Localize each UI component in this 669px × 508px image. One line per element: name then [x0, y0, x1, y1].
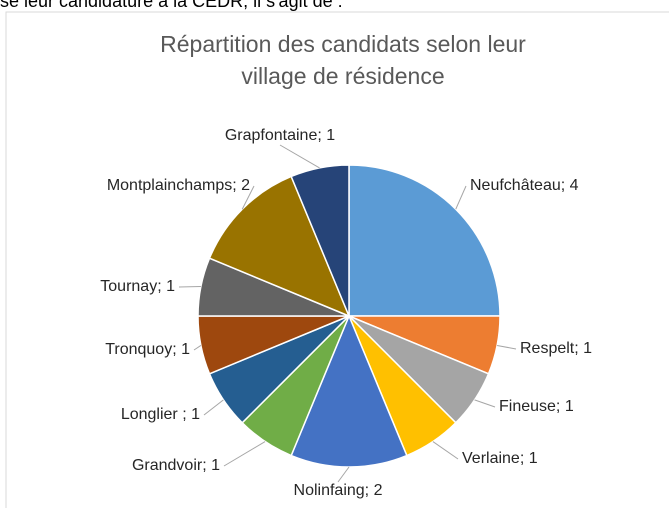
leader-line	[203, 399, 224, 416]
pie-slice	[290, 164, 350, 317]
intro-text: se leur candidature à la CEDR, il s'agit…	[0, 0, 343, 11]
data-label: Grandvoir; 1	[132, 457, 220, 474]
data-label: Montplainchamps; 2	[107, 177, 250, 194]
data-label: Fineuse; 1	[499, 398, 574, 415]
data-label: Verlaine; 1	[462, 450, 538, 467]
leader-line	[241, 185, 255, 210]
leader-line	[497, 344, 517, 350]
data-label: Neufchâteau; 4	[470, 177, 579, 194]
data-label: Nolinfaing; 2	[294, 482, 383, 499]
leader-line	[223, 441, 266, 467]
data-label: Tournay; 1	[100, 278, 175, 295]
data-label: Respelt; 1	[520, 340, 592, 357]
leader-line	[337, 466, 350, 483]
chart-title: Répartition des candidats selon leur	[160, 31, 526, 57]
leader-line	[432, 441, 459, 460]
data-label: Grapfontaine; 1	[225, 127, 335, 144]
leader-line	[279, 144, 320, 169]
leader-line	[193, 345, 202, 351]
leader-line	[455, 185, 467, 210]
data-label: Tronquoy; 1	[105, 341, 190, 358]
leader-line	[474, 399, 496, 408]
data-label: Longlier ; 1	[121, 406, 200, 423]
chart-title: village de résidence	[241, 63, 444, 89]
